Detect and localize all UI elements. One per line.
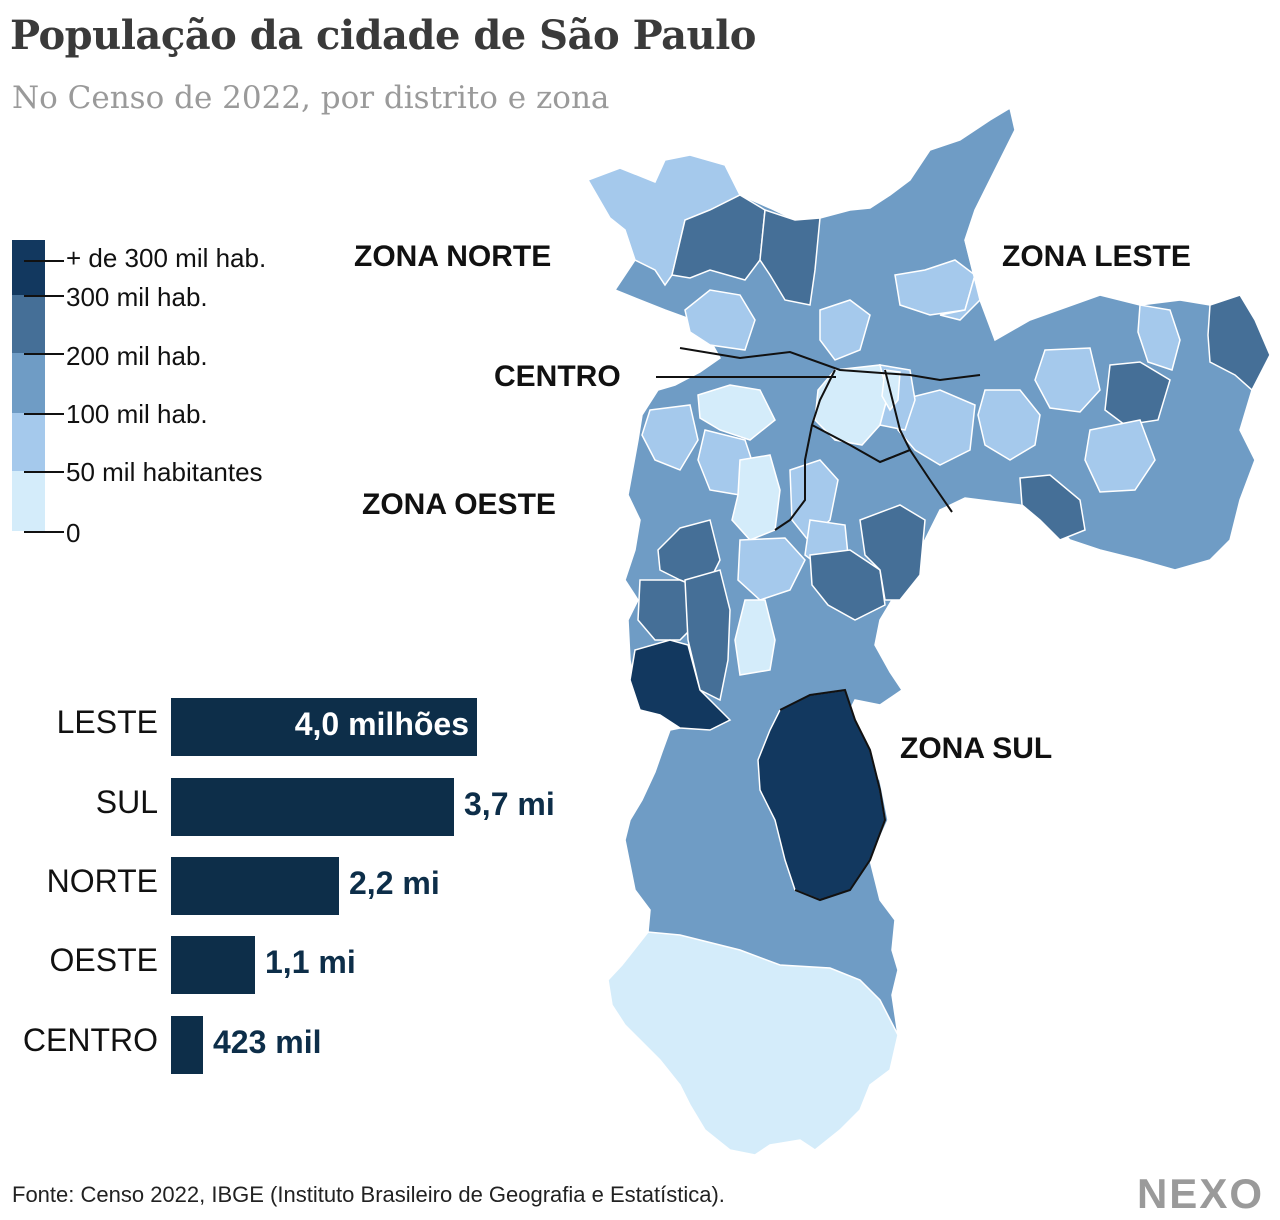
legend-swatch-2 bbox=[12, 295, 45, 353]
legend-swatch-1 bbox=[12, 240, 45, 295]
legend-tick bbox=[24, 353, 64, 355]
city-outline bbox=[586, 106, 1271, 1156]
source-note: Fonte: Censo 2022, IBGE (Instituto Brasi… bbox=[12, 1182, 725, 1207]
sao-paulo-district-map bbox=[586, 106, 1271, 1156]
legend-label: 300 mil hab. bbox=[66, 282, 208, 312]
bar-row-centro: CENTRO 423 mil bbox=[10, 1016, 610, 1074]
legend-swatch-5 bbox=[12, 471, 45, 531]
district bbox=[697, 384, 776, 441]
bar-value-label: 1,1 mi bbox=[265, 944, 356, 980]
bar-category-label: OESTE bbox=[49, 942, 158, 978]
zone-label-centro: CENTRO bbox=[494, 360, 621, 393]
population-bar-chart: LESTE 4,0 milhões SUL 3,7 mi NORTE 2,2 m… bbox=[10, 690, 610, 1090]
district bbox=[641, 404, 699, 471]
district bbox=[759, 208, 821, 306]
zone-boundary bbox=[774, 424, 813, 531]
district bbox=[819, 299, 871, 361]
bar bbox=[171, 698, 477, 756]
district bbox=[809, 549, 886, 621]
legend-label: 0 bbox=[66, 518, 81, 548]
district bbox=[1207, 294, 1271, 392]
zone-label-oeste: ZONA OESTE bbox=[362, 488, 556, 521]
district bbox=[734, 599, 776, 676]
district bbox=[939, 239, 981, 321]
color-legend: + de 300 mil hab. 300 mil hab. 200 mil h… bbox=[12, 240, 352, 548]
district bbox=[1084, 419, 1156, 493]
legend-tick bbox=[24, 260, 64, 262]
legend-tick bbox=[24, 413, 64, 415]
district bbox=[859, 504, 926, 601]
district bbox=[684, 569, 731, 702]
zone-boundary bbox=[879, 448, 953, 513]
bar bbox=[171, 936, 255, 994]
bar-value-label: 423 mil bbox=[213, 1024, 322, 1060]
district bbox=[731, 454, 781, 541]
bar-row-norte: NORTE 2,2 mi bbox=[10, 857, 610, 915]
centro-leader-line bbox=[656, 376, 836, 378]
district bbox=[1137, 304, 1181, 371]
district bbox=[607, 931, 899, 1156]
bar bbox=[171, 857, 339, 915]
bar-category-label: SUL bbox=[95, 784, 158, 820]
bar-category-label: NORTE bbox=[46, 863, 158, 899]
chart-title: População da cidade de São Paulo bbox=[10, 12, 756, 59]
zone-label-norte: ZONA NORTE bbox=[354, 240, 552, 273]
bar-row-sul: SUL 3,7 mi bbox=[10, 778, 610, 836]
legend-label: 200 mil hab. bbox=[66, 341, 208, 371]
legend-swatch-3 bbox=[12, 353, 45, 413]
nexo-logo: NEXO bbox=[1136, 1170, 1264, 1217]
district bbox=[1019, 474, 1086, 541]
legend-tick bbox=[24, 471, 64, 473]
bar bbox=[171, 778, 454, 836]
legend-label: + de 300 mil hab. bbox=[66, 243, 267, 273]
zone-boundary bbox=[679, 347, 981, 382]
district bbox=[977, 389, 1041, 461]
district bbox=[1104, 361, 1171, 426]
legend-swatch-4 bbox=[12, 413, 45, 471]
zone-label-leste: ZONA LESTE bbox=[1002, 240, 1191, 273]
bar-value-label: 3,7 mi bbox=[464, 786, 555, 822]
district bbox=[737, 537, 806, 601]
zone-boundary bbox=[779, 688, 887, 902]
bar bbox=[171, 1016, 203, 1074]
zone-boundary bbox=[810, 369, 912, 464]
bar-category-label: CENTRO bbox=[22, 1022, 158, 1058]
bar-value-label: 2,2 mi bbox=[349, 865, 440, 901]
bar-value-label: 4,0 milhões bbox=[294, 706, 469, 742]
legend-tick bbox=[24, 295, 64, 297]
legend-tick bbox=[24, 531, 64, 533]
district bbox=[684, 289, 756, 351]
bar-row-leste: LESTE 4,0 milhões bbox=[10, 698, 610, 756]
district bbox=[629, 639, 732, 731]
district bbox=[1034, 347, 1101, 413]
bar-row-oeste: OESTE 1,1 mi bbox=[10, 936, 610, 994]
bar-category-label: LESTE bbox=[56, 704, 158, 740]
district bbox=[789, 459, 839, 542]
legend-label: 50 mil habitantes bbox=[66, 457, 263, 487]
legend-label: 100 mil hab. bbox=[66, 399, 208, 429]
zone-label-sul: ZONA SUL bbox=[900, 732, 1053, 765]
chart-subtitle: No Censo de 2022, por distrito e zona bbox=[12, 80, 610, 116]
